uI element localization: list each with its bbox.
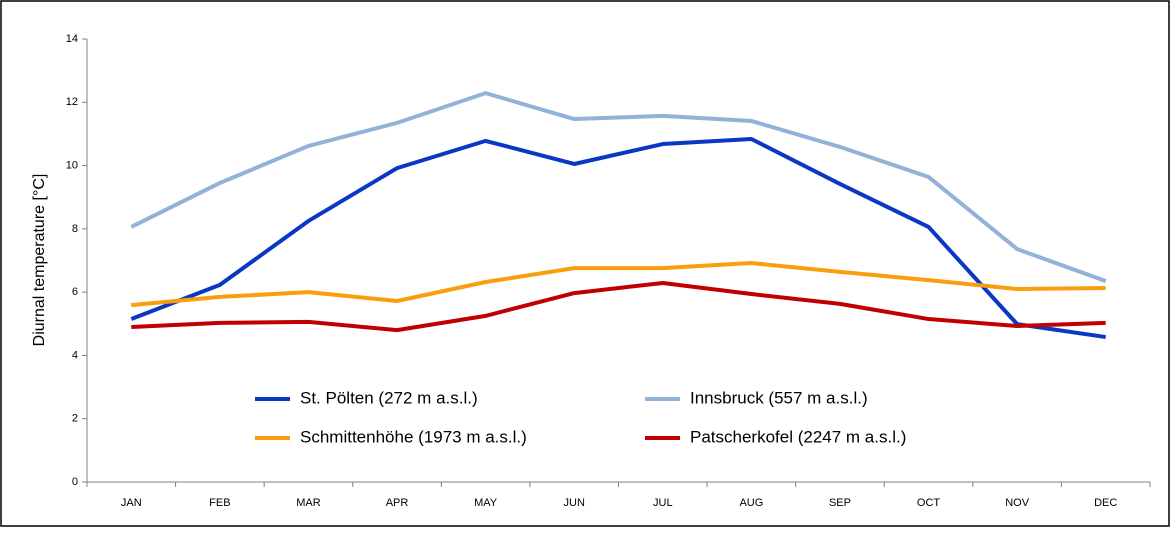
series-line xyxy=(131,261,1106,308)
legend-label: Patscherkofel (2247 m a.s.l.) xyxy=(690,427,906,446)
y-tick-label: 2 xyxy=(72,413,78,425)
y-tick-label: 14 xyxy=(66,33,78,45)
x-tick-label: JAN xyxy=(121,497,142,509)
legend-label: Schmittenhöhe (1973 m a.s.l.) xyxy=(300,427,527,446)
series-line xyxy=(130,91,1107,283)
x-tick-label: DEC xyxy=(1094,497,1117,509)
y-tick-label: 6 xyxy=(72,286,78,298)
y-tick-label: 12 xyxy=(66,96,78,108)
x-tick-label: MAY xyxy=(474,497,498,509)
x-tick-label: NOV xyxy=(1005,497,1030,509)
series-line xyxy=(130,136,1106,340)
x-tick-label: MAR xyxy=(296,497,321,509)
y-tick-label: 4 xyxy=(72,349,78,361)
y-tick-label: 8 xyxy=(72,223,78,235)
x-tick-label: AUG xyxy=(739,497,763,509)
x-tick-label: APR xyxy=(386,497,409,509)
legend-label: Innsbruck (557 m a.s.l.) xyxy=(690,388,868,407)
x-tick-label: FEB xyxy=(209,497,230,509)
y-tick-label: 10 xyxy=(66,159,78,171)
x-tick-label: OCT xyxy=(917,497,941,509)
y-tick-label: 0 xyxy=(72,476,78,488)
x-tick-label: JUL xyxy=(653,497,673,509)
x-tick-label: JUN xyxy=(564,497,585,509)
series-line xyxy=(131,280,1106,333)
legend-label: St. Pölten (272 m a.s.l.) xyxy=(300,388,478,407)
y-axis-label: Diurnal temperature [°C] xyxy=(31,174,48,347)
x-tick-label: SEP xyxy=(829,497,851,509)
